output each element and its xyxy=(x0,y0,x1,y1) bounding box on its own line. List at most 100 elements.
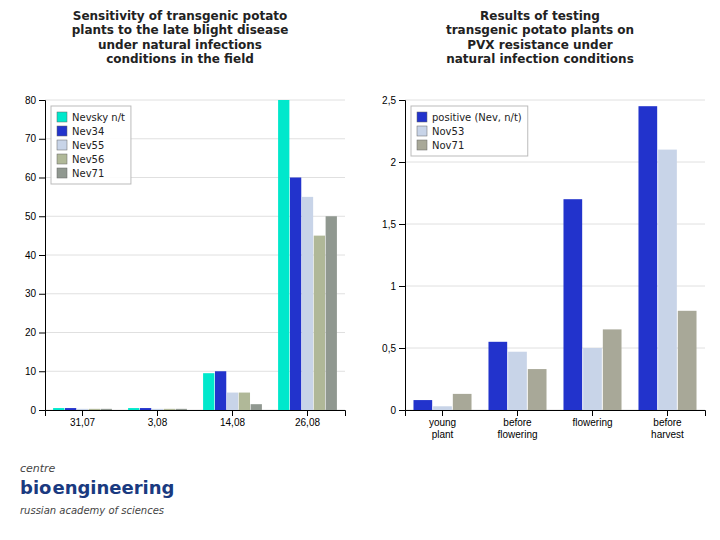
tick-label: 20 xyxy=(25,327,37,338)
tick: 60 xyxy=(25,172,45,183)
legend-swatch xyxy=(57,154,67,164)
tick-label: 0,5 xyxy=(382,343,396,354)
y-axis: 0 0,5 1 1,5 2 2,5 xyxy=(382,95,405,416)
bar xyxy=(203,373,214,410)
tick: 3,08 xyxy=(148,410,168,428)
tick: 26,08 xyxy=(295,410,320,428)
tick: 50 xyxy=(25,211,45,222)
tick-mark xyxy=(399,348,405,349)
tick-label: 2,5 xyxy=(382,95,396,106)
bar xyxy=(128,408,139,410)
tick: 30 xyxy=(25,288,45,299)
tick: beforeharvest xyxy=(651,410,684,440)
tick-label: 31,07 xyxy=(70,417,95,428)
legend-label: Nov71 xyxy=(432,140,464,151)
legend-label: Nev56 xyxy=(72,154,104,165)
tick-label: 2 xyxy=(390,157,396,168)
tick: 10 xyxy=(25,366,45,377)
chart-title: Sensitivity of transgenic potatoplants t… xyxy=(72,9,289,66)
tick-label: 26,08 xyxy=(295,417,320,428)
tick-label: beforeflowering xyxy=(497,417,537,440)
axis-line xyxy=(39,101,46,411)
tick-mark xyxy=(157,410,158,416)
tick: 0,5 xyxy=(382,343,405,354)
legend-swatch xyxy=(57,140,67,150)
tick: 1 xyxy=(390,281,405,292)
x-axis: youngplant beforeflowering flowering before… xyxy=(406,410,706,440)
legend-swatch xyxy=(57,112,67,122)
tick: 80 xyxy=(25,95,45,106)
bar xyxy=(326,216,337,410)
grid-line xyxy=(405,100,705,101)
bar xyxy=(239,393,250,410)
bars xyxy=(53,100,337,410)
tick-label: 0 xyxy=(390,405,396,416)
legend-swatch xyxy=(57,168,67,178)
bar xyxy=(140,408,151,410)
figure: Sensitivity of transgenic potatoplants t… xyxy=(0,0,720,540)
tick: 1,5 xyxy=(382,219,405,230)
axis-line xyxy=(406,411,706,417)
plot: 0102030405060708031,073,0814,0826,08Nevs… xyxy=(25,95,346,428)
legend-label: Nev34 xyxy=(72,126,104,137)
grid-line xyxy=(45,100,345,101)
tick-label: flowering xyxy=(572,417,612,428)
bar xyxy=(251,404,262,410)
tick: 2,5 xyxy=(382,95,405,106)
grid xyxy=(405,100,705,410)
tick-label: 30 xyxy=(25,288,37,299)
legend: positive (Nev, n/t)Nov53Nov71 xyxy=(411,106,528,156)
bar xyxy=(678,311,697,410)
annotation: bio xyxy=(20,477,51,498)
tick: flowering xyxy=(572,410,612,428)
tick-mark xyxy=(39,100,45,101)
legend-entry: Nov53 xyxy=(417,126,464,137)
tick: youngplant xyxy=(429,410,456,440)
tick: 40 xyxy=(25,250,45,261)
bar-series xyxy=(53,100,289,410)
tick-mark xyxy=(232,410,233,416)
axis-line xyxy=(399,101,406,411)
legend-entry: Nev34 xyxy=(57,126,104,137)
x-axis: 31,073,0814,0826,08 xyxy=(46,410,346,428)
tick: 0 xyxy=(390,405,405,416)
tick-mark xyxy=(517,410,518,416)
tick-label: 1 xyxy=(390,281,396,292)
tick-label: beforeharvest xyxy=(651,417,684,440)
annotation: russian academy of sciences xyxy=(20,505,164,516)
bar xyxy=(508,352,527,410)
bar xyxy=(453,394,472,410)
bar-series xyxy=(453,311,697,410)
y-axis: 01020304050607080 xyxy=(25,95,46,416)
tick-label: 10 xyxy=(25,366,37,377)
legend-entry: Nov71 xyxy=(417,140,464,151)
tick-mark xyxy=(39,371,45,372)
bar xyxy=(101,409,112,410)
bar xyxy=(164,409,175,410)
bar xyxy=(638,106,657,410)
legend-entry: Nevsky n/t xyxy=(57,112,125,123)
tick-mark xyxy=(307,410,308,416)
legend-entry: Nev71 xyxy=(57,168,104,179)
tick-label: youngplant xyxy=(429,417,456,440)
tick-mark xyxy=(667,410,668,416)
tick-mark xyxy=(399,162,405,163)
legend: Nevsky n/tNev34Nev55Nev56Nev71 xyxy=(51,106,131,184)
tick-mark xyxy=(399,100,405,101)
tick: 20 xyxy=(25,327,45,338)
axis-line xyxy=(46,411,346,417)
tick-mark xyxy=(39,216,45,217)
bar xyxy=(65,408,76,410)
tick-mark xyxy=(442,410,443,416)
bar xyxy=(89,409,100,410)
chart-title: Results of testingtransgenic potato plan… xyxy=(446,9,634,66)
bar-series xyxy=(89,236,325,410)
legend-swatch xyxy=(417,112,427,122)
tick-label: 70 xyxy=(25,133,37,144)
annotation: centre xyxy=(20,462,56,475)
tick-mark xyxy=(39,410,45,411)
tick-label: 1,5 xyxy=(382,219,396,230)
tick-label: 80 xyxy=(25,95,37,106)
annotations: centrebioengineeringrussian academy of s… xyxy=(20,462,174,516)
bar xyxy=(302,197,313,410)
